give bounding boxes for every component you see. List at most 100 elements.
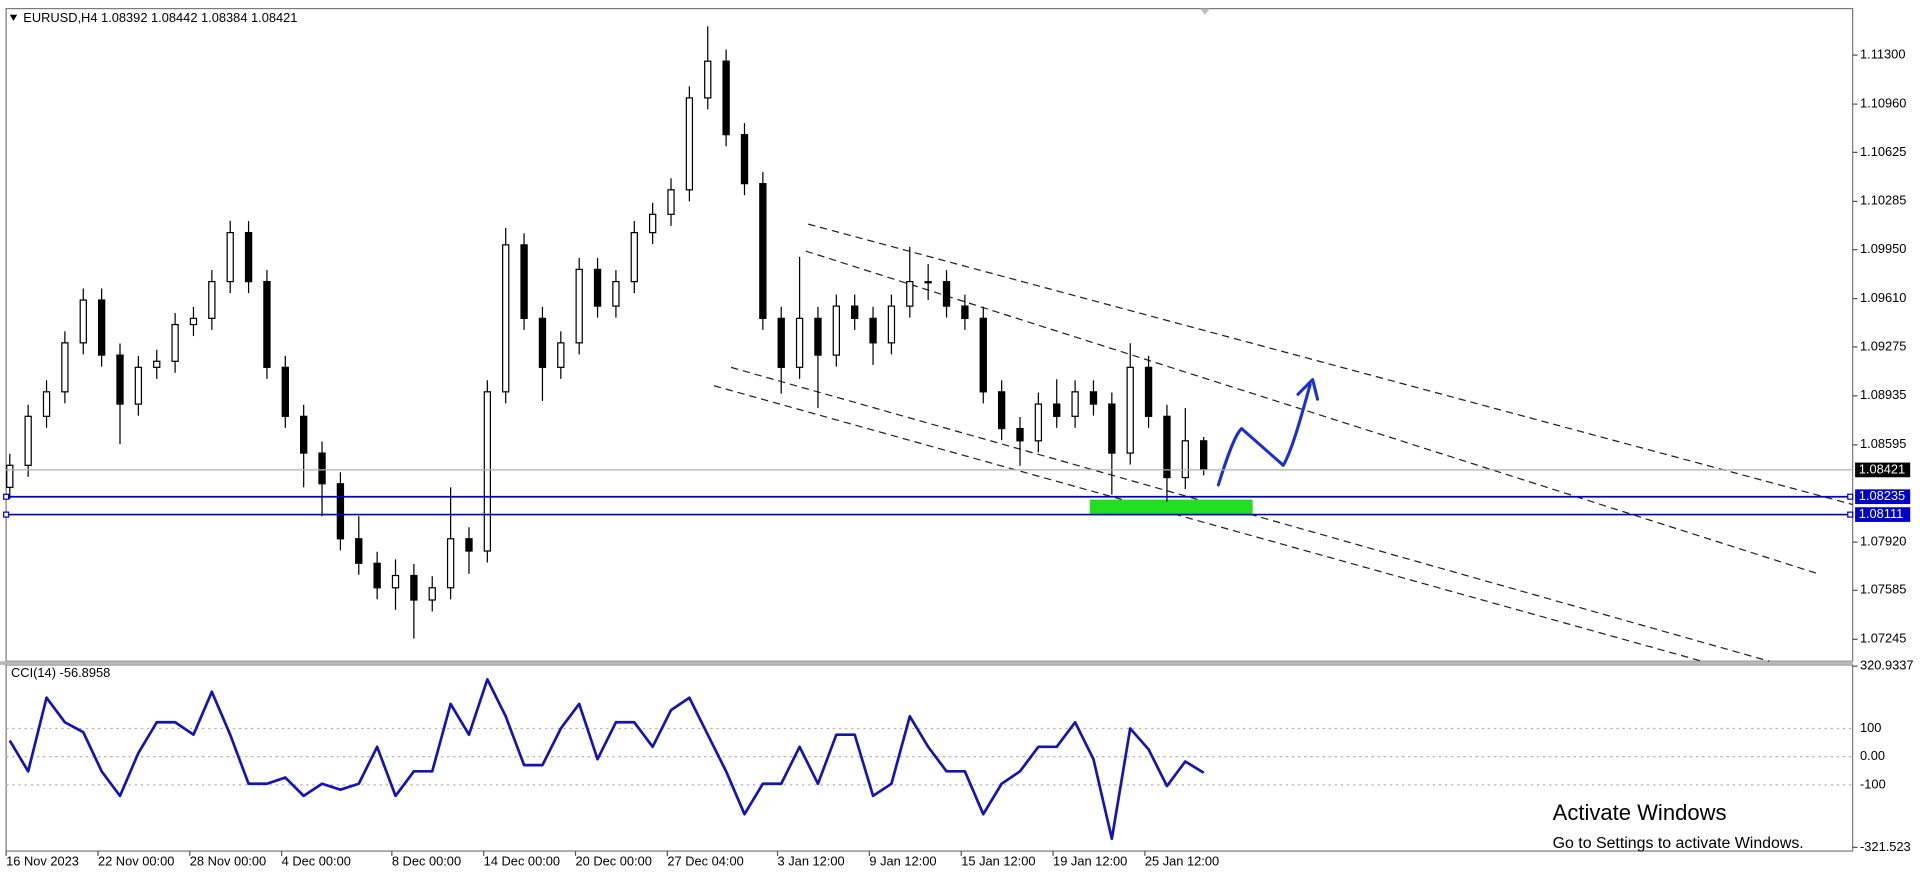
x-tick-label: 3 Jan 12:00 xyxy=(778,853,845,868)
y-tick-label: 0.00 xyxy=(1860,748,1885,763)
symbol-title: EURUSD,H4 1.08392 1.08442 1.08384 1.0842… xyxy=(23,10,297,25)
candle-body xyxy=(906,280,914,307)
candle-body xyxy=(520,244,528,319)
candle-body xyxy=(704,60,712,99)
x-tick-label: 4 Dec 00:00 xyxy=(282,853,351,868)
candle-body xyxy=(134,366,143,405)
support-zone xyxy=(1089,499,1253,516)
price-label: 1.08235 xyxy=(1859,488,1905,503)
x-tick-label: 28 Nov 00:00 xyxy=(190,853,266,868)
y-tick-label: 1.10285 xyxy=(1860,193,1906,208)
candle-body xyxy=(373,562,381,589)
candle-body xyxy=(1089,391,1098,405)
y-tick-label: 1.11300 xyxy=(1860,47,1905,62)
channel-line xyxy=(805,250,1817,574)
candle-body xyxy=(1144,366,1153,417)
price-label-box xyxy=(1855,462,1911,478)
cci-line xyxy=(8,678,1205,841)
y-tick-label: -321.523 xyxy=(1860,839,1911,854)
candle-body xyxy=(446,538,455,589)
line-handle xyxy=(3,511,10,518)
line-handle xyxy=(1847,493,1854,500)
candle-body xyxy=(336,483,345,540)
candle-body xyxy=(465,538,473,552)
candle-body xyxy=(428,587,436,601)
price-panel xyxy=(5,7,1854,662)
candle-body xyxy=(79,299,87,344)
x-tick-label: 16 Nov 2023 xyxy=(6,853,79,868)
candle-body xyxy=(740,134,749,185)
price-label-box xyxy=(1855,489,1911,505)
y-tick-label: 1.07585 xyxy=(1860,582,1906,597)
candle-body xyxy=(391,574,400,589)
candle-body xyxy=(263,280,271,368)
candle-body xyxy=(795,317,804,368)
candle-body xyxy=(1181,440,1189,479)
menu-arrow xyxy=(9,14,18,21)
y-tick-label: 100 xyxy=(1860,720,1881,735)
y-tick-label: 1.09610 xyxy=(1860,290,1906,305)
shift-marker xyxy=(1200,8,1210,15)
candle-body xyxy=(722,60,730,136)
candle-body xyxy=(281,366,289,417)
x-tick-label: 22 Nov 00:00 xyxy=(98,853,174,868)
candle-body xyxy=(557,342,565,368)
candle-body xyxy=(667,189,675,215)
indicator-title: CCI(14) -56.8958 xyxy=(11,665,110,680)
x-tick-label: 19 Jan 12:00 xyxy=(1053,853,1127,868)
y-tick-label: 1.08935 xyxy=(1860,387,1906,402)
candle-body xyxy=(887,305,896,344)
y-tick-label: 320.9337 xyxy=(1860,658,1914,673)
candle-body xyxy=(612,280,620,307)
x-tick-label: 20 Dec 00:00 xyxy=(576,853,652,868)
indicator-panel xyxy=(5,664,1854,852)
candle-body xyxy=(1200,440,1208,471)
candle-body xyxy=(61,342,69,393)
candle-body xyxy=(116,354,124,405)
candle-body xyxy=(575,268,583,344)
x-tick-label: 14 Dec 00:00 xyxy=(484,853,560,868)
y-tick-label: 1.07920 xyxy=(1860,533,1906,548)
x-tick-label: 15 Jan 12:00 xyxy=(961,853,1035,868)
price-label-box xyxy=(1855,507,1911,522)
candle-body xyxy=(97,299,106,356)
candle-body xyxy=(244,232,253,283)
x-tick-label: 8 Dec 00:00 xyxy=(392,853,461,868)
channel-line xyxy=(808,223,1853,506)
candle-body xyxy=(208,280,216,319)
candle-body xyxy=(924,280,932,284)
price-label: 1.08421 xyxy=(1859,461,1905,476)
candle-body xyxy=(538,317,547,368)
candle-body xyxy=(483,391,492,552)
line-handle xyxy=(3,493,10,500)
candle-body xyxy=(961,305,969,319)
candle-body xyxy=(1163,415,1171,479)
candle-body xyxy=(1071,391,1079,417)
candle-body xyxy=(777,317,785,368)
watermark-title: Activate Windows xyxy=(1553,800,1727,825)
candle-body xyxy=(593,268,602,307)
candle-body xyxy=(24,415,32,466)
candle-body xyxy=(814,317,822,356)
candle-body xyxy=(226,232,234,283)
y-tick-label: -100 xyxy=(1860,776,1886,791)
price-label: 1.08111 xyxy=(1859,506,1904,521)
watermark-subtitle: Go to Settings to activate Windows. xyxy=(1553,835,1804,852)
candle-body xyxy=(171,323,179,362)
candle-body xyxy=(6,464,14,488)
candle-body xyxy=(832,305,840,356)
candle-body xyxy=(1108,403,1116,454)
candle-body xyxy=(685,97,694,191)
y-tick-label: 1.10960 xyxy=(1860,96,1906,111)
line-handle xyxy=(1847,511,1854,518)
y-tick-label: 1.10625 xyxy=(1860,144,1906,159)
candle-body xyxy=(153,360,161,368)
y-tick-label: 1.09950 xyxy=(1860,241,1906,256)
x-tick-label: 9 Jan 12:00 xyxy=(869,853,936,868)
candle-body xyxy=(300,415,308,454)
candle-body xyxy=(759,183,767,319)
candle-body xyxy=(410,574,418,601)
candle-body xyxy=(1126,366,1134,454)
